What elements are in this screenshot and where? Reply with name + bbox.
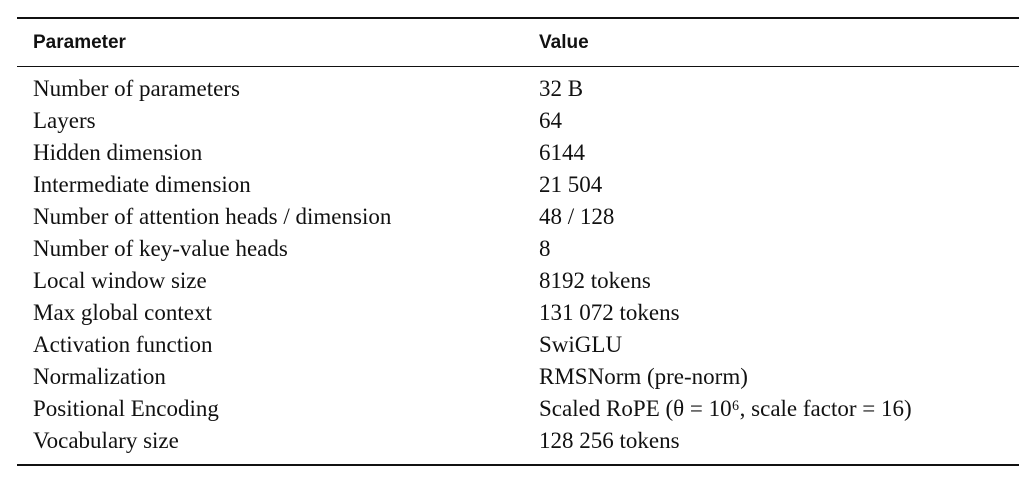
table-row: Number of attention heads / dimension 48…	[17, 201, 1019, 233]
row-parameter: Normalization	[33, 364, 166, 389]
row-value: 64	[539, 108, 562, 133]
row-value: 6144	[539, 140, 585, 165]
row-value: 48 / 128	[539, 204, 615, 229]
row-value: 32 B	[539, 76, 584, 101]
row-parameter: Activation function	[33, 332, 213, 357]
row-parameter: Number of parameters	[33, 76, 240, 101]
row-value: 21 504	[539, 172, 603, 197]
table-row: Hidden dimension 6144	[17, 137, 1019, 169]
row-parameter: Number of key-value heads	[33, 236, 288, 261]
row-value: 128 256 tokens	[539, 428, 680, 453]
row-value: 8	[539, 236, 551, 261]
header-value: Value	[523, 18, 1019, 67]
row-value: RMSNorm (pre-norm)	[539, 364, 748, 389]
table-row: Normalization RMSNorm (pre-norm)	[17, 361, 1019, 393]
row-parameter: Max global context	[33, 300, 212, 325]
table-row: Max global context 131 072 tokens	[17, 297, 1019, 329]
table-row: Local window size 8192 tokens	[17, 265, 1019, 297]
row-parameter: Vocabulary size	[33, 428, 179, 453]
table-row: Number of parameters 32 B	[17, 67, 1019, 106]
table-row: Vocabulary size 128 256 tokens	[17, 425, 1019, 465]
table-row: Intermediate dimension 21 504	[17, 169, 1019, 201]
row-parameter: Layers	[33, 108, 96, 133]
table-row: Positional Encoding Scaled RoPE (θ = 10⁶…	[17, 393, 1019, 425]
row-value: 131 072 tokens	[539, 300, 680, 325]
row-value: 8192 tokens	[539, 268, 651, 293]
parameter-table: Parameter Value Number of parameters 32 …	[17, 17, 1019, 466]
table-row: Layers 64	[17, 105, 1019, 137]
header-parameter: Parameter	[17, 18, 523, 67]
row-parameter: Positional Encoding	[33, 396, 219, 421]
row-parameter: Number of attention heads / dimension	[33, 204, 392, 229]
row-parameter: Local window size	[33, 268, 207, 293]
row-parameter: Hidden dimension	[33, 140, 203, 165]
table-body: Number of parameters 32 B Layers 64 Hidd…	[17, 67, 1019, 466]
table-row: Number of key-value heads 8	[17, 233, 1019, 265]
header-row: Parameter Value	[17, 18, 1019, 67]
row-value: SwiGLU	[539, 332, 623, 357]
table-header: Parameter Value	[17, 18, 1019, 67]
row-value: Scaled RoPE (θ = 10⁶, scale factor = 16)	[539, 396, 912, 421]
table-row: Activation function SwiGLU	[17, 329, 1019, 361]
row-parameter: Intermediate dimension	[33, 172, 251, 197]
